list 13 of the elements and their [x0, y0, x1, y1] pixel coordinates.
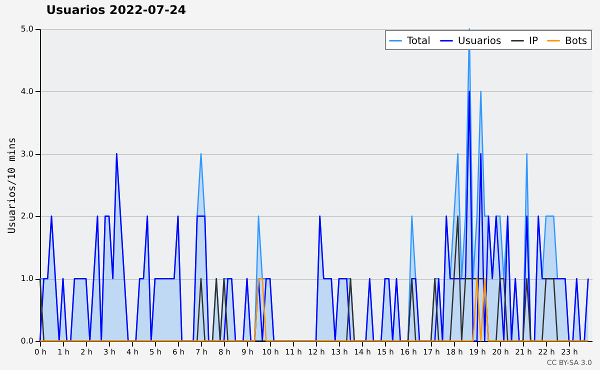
line-series — [39, 90, 589, 342]
legend-label: Total — [406, 36, 430, 47]
y-tick-label: 4.0 — [20, 86, 34, 96]
chart-title: Usuarios 2022-07-24 — [46, 3, 186, 17]
y-tick-label: 0.0 — [20, 336, 34, 346]
legend-label: Usuarios — [458, 36, 502, 47]
y-tick-label: 1.0 — [20, 274, 34, 284]
y-axis-title: Usuarios/10 mins — [6, 137, 18, 234]
legend-label: Bots — [565, 36, 588, 47]
y-tick-label: 5.0 — [20, 24, 34, 34]
y-tick-label: 2.0 — [20, 212, 34, 221]
y-tick-label: 3.0 — [20, 149, 34, 158]
legend-label: IP — [529, 36, 538, 47]
